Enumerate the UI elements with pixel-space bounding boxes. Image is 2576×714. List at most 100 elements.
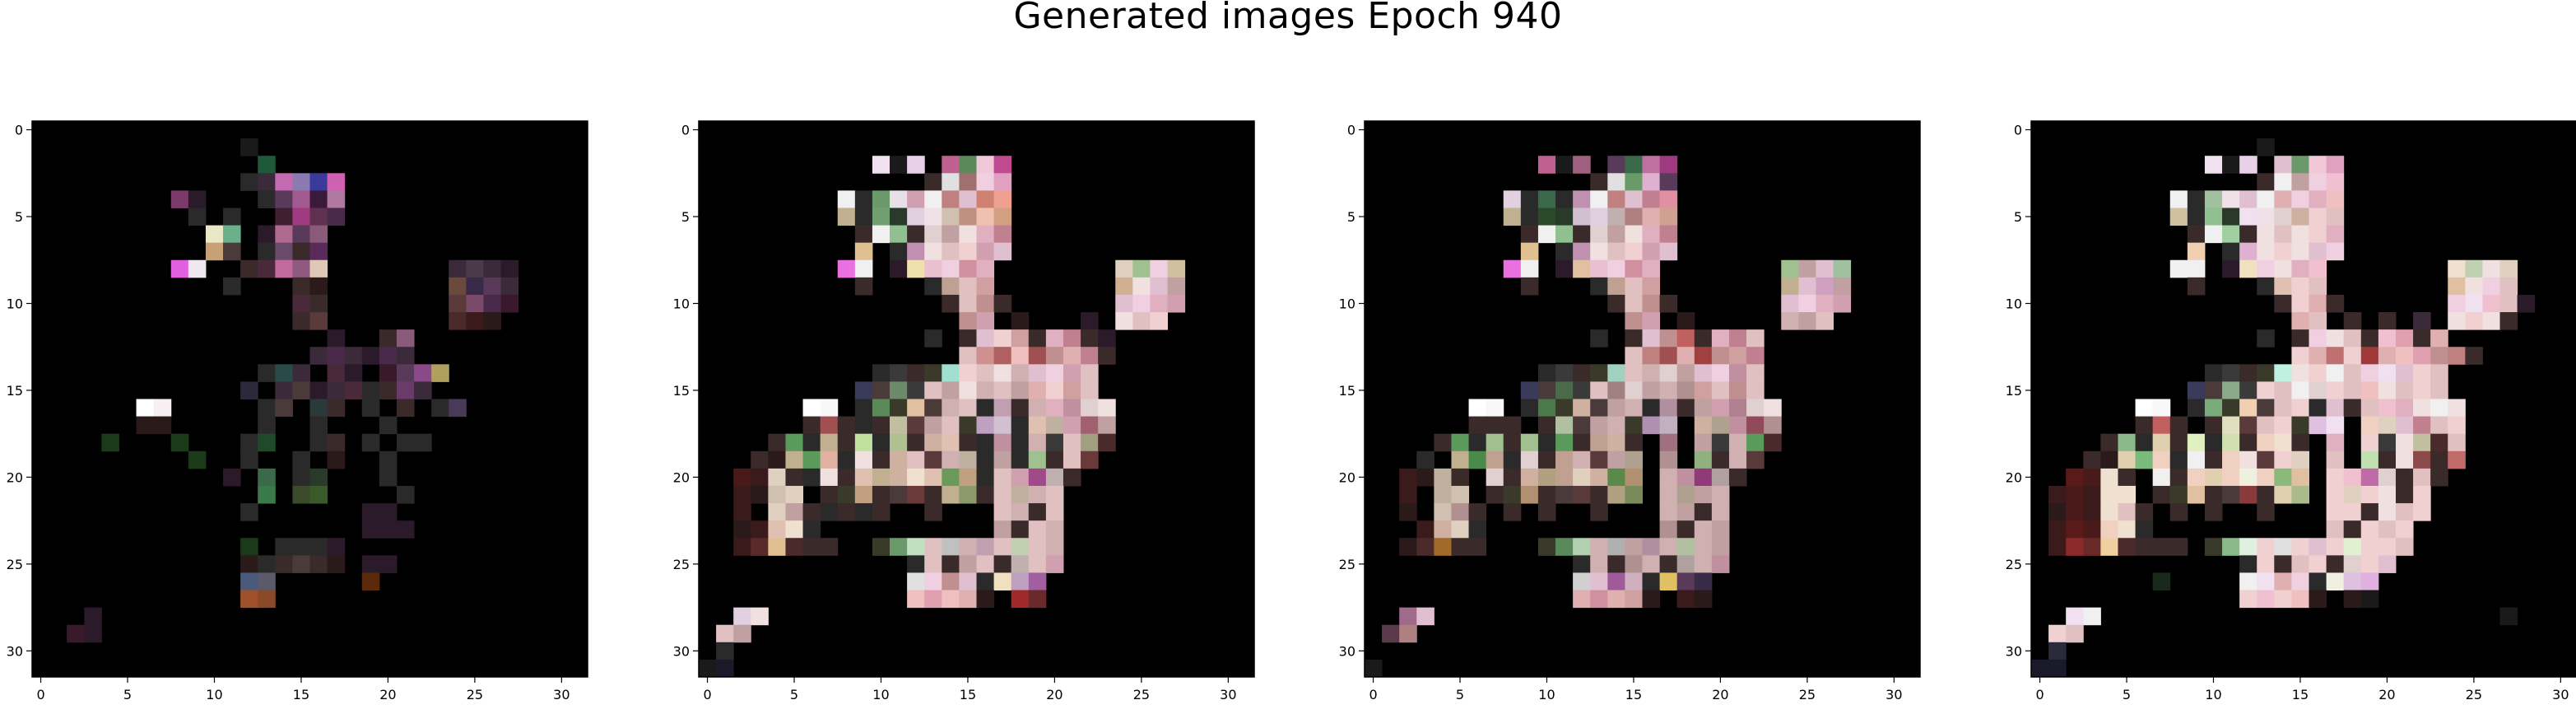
image-pixel	[2239, 468, 2257, 487]
image-pixel	[1011, 520, 1030, 539]
image-pixel	[2499, 259, 2518, 278]
image-pixel	[2482, 259, 2501, 278]
image-pixel	[942, 364, 960, 382]
image-pixel	[2169, 190, 2188, 208]
image-pixel	[1659, 572, 1678, 591]
image-pixel	[2239, 208, 2257, 226]
image-pixel	[1028, 503, 1047, 521]
image-pixel	[854, 381, 873, 399]
image-pixel	[2204, 468, 2223, 487]
image-pixel	[2135, 399, 2154, 418]
image-pixel	[2083, 503, 2101, 521]
image-pixel	[1028, 538, 1047, 556]
image-pixel	[1098, 433, 1116, 452]
image-pixel	[1746, 381, 1765, 399]
image-pixel	[1764, 416, 1782, 435]
image-panel-4: 0 5 10 15 20 25 30 0 5 10 15 20 25 30	[2006, 120, 2576, 702]
image-pixel	[1625, 156, 1643, 174]
image-pixel	[2326, 190, 2345, 208]
image-pixel	[2309, 277, 2327, 296]
image-pixel	[2152, 538, 2171, 556]
image-pixel	[258, 485, 276, 504]
x-tick-label: 15	[960, 687, 976, 702]
image-pixel	[292, 277, 310, 296]
image-pixel	[258, 364, 276, 382]
image-pixel	[1115, 277, 1133, 296]
image-pixel	[2343, 347, 2362, 365]
image-pixel	[379, 364, 398, 382]
image-pixel	[396, 381, 415, 399]
image-pixel	[802, 468, 821, 487]
image-pixel	[1451, 450, 1470, 469]
image-pixel	[1399, 485, 1417, 504]
image-pixel	[2239, 190, 2257, 208]
image-pixel	[1520, 277, 1539, 296]
image-pixel	[361, 347, 380, 365]
y-tick-label: 25	[673, 557, 690, 572]
image-pixel	[924, 225, 942, 244]
image-pixel	[2152, 572, 2171, 591]
image-pixel	[993, 381, 1012, 399]
image-pixel	[890, 468, 908, 487]
image-pixel	[2118, 468, 2137, 487]
axes-frame	[1364, 120, 1921, 678]
image-pixel	[1028, 433, 1047, 452]
x-tick-label: 20	[379, 687, 396, 702]
x-tick-label: 10	[206, 687, 222, 702]
image-pixel	[976, 468, 995, 487]
image-pixel	[1045, 503, 1064, 521]
image-pixel	[2360, 555, 2379, 573]
image-pixel	[1676, 312, 1695, 330]
image-pixel	[1537, 156, 1556, 174]
image-pixel	[361, 381, 380, 399]
image-pixel	[1590, 225, 1608, 244]
image-pixel	[2395, 416, 2414, 435]
image-pixel	[1555, 381, 1574, 399]
image-pixel	[2326, 555, 2345, 573]
image-pixel	[483, 312, 502, 330]
image-pixel	[1728, 364, 1747, 382]
image-pixel	[2204, 381, 2223, 399]
image-pixel	[993, 347, 1012, 365]
image-pixel	[2291, 468, 2309, 487]
x-tick-label: 15	[293, 687, 309, 702]
image-pixel	[483, 259, 502, 278]
image-pixel	[2465, 312, 2483, 330]
image-pixel	[1503, 416, 1522, 435]
image-pixel	[1167, 259, 1186, 278]
image-pixel	[1711, 485, 1730, 504]
image-pixel	[1676, 399, 1695, 418]
image-pixel	[751, 607, 769, 626]
image-pixel	[2048, 520, 2067, 539]
image-pixel	[2413, 329, 2431, 348]
image-pixel	[258, 242, 276, 261]
image-pixel	[170, 259, 189, 278]
image-pixel	[2430, 399, 2448, 418]
image-pixel	[275, 190, 293, 208]
image-pixel	[2413, 399, 2431, 418]
image-pixel	[396, 364, 415, 382]
image-pixel	[2291, 538, 2309, 556]
image-pixel	[327, 364, 346, 382]
image-pixel	[1537, 450, 1556, 469]
image-pixel	[2257, 468, 2275, 487]
image-pixel	[1573, 364, 1591, 382]
y-tick-label: 20	[1339, 469, 1355, 485]
image-pixel	[2257, 138, 2275, 156]
image-pixel	[1011, 503, 1030, 521]
image-pixel	[1659, 416, 1678, 435]
image-pixel	[414, 433, 432, 452]
image-pixel	[890, 364, 908, 382]
image-pixel	[2222, 450, 2240, 469]
image-pixel	[1555, 399, 1574, 418]
image-pixel	[2291, 312, 2309, 330]
image-pixel	[1728, 399, 1747, 418]
image-pixel	[802, 538, 821, 556]
image-pixel	[872, 450, 890, 469]
image-pixel	[2274, 468, 2292, 487]
image-pixel	[890, 485, 908, 504]
image-pixel	[733, 538, 751, 556]
image-pixel	[2395, 485, 2414, 504]
image-pixel	[907, 555, 925, 573]
image-pixel	[2135, 450, 2154, 469]
